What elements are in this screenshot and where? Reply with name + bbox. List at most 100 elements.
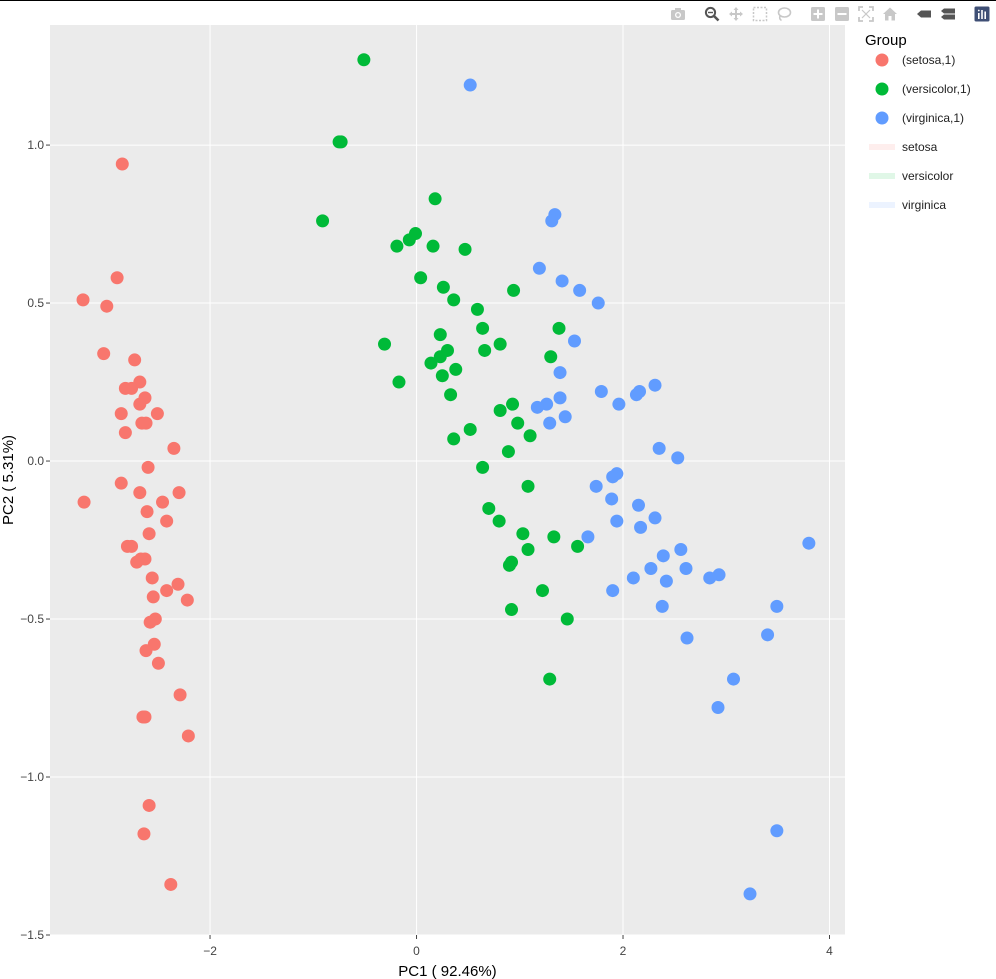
data-point-setosa[interactable] [77,495,91,509]
data-point-setosa[interactable] [167,441,181,455]
data-point-setosa[interactable] [160,584,174,598]
data-point-virginica[interactable] [629,388,643,402]
data-point-virginica[interactable] [770,824,784,838]
box-select-icon[interactable] [750,4,770,24]
data-point-setosa[interactable] [172,486,186,500]
data-point-setosa[interactable] [142,527,156,541]
data-point-versicolor[interactable] [433,350,447,364]
data-point-versicolor[interactable] [316,214,330,228]
data-point-versicolor[interactable] [571,539,585,553]
legend-item-versicolor-marker[interactable]: (versicolor,1) [875,82,971,96]
data-point-virginica[interactable] [680,631,694,645]
data-point-versicolor[interactable] [426,239,440,253]
zoom-out-icon[interactable] [832,4,852,24]
data-point-setosa[interactable] [160,514,174,528]
autoscale-icon[interactable] [856,4,876,24]
hover-compare-icon[interactable] [938,4,958,24]
plotly-logo-icon[interactable] [972,4,992,24]
data-point-virginica[interactable] [553,391,567,405]
data-point-setosa[interactable] [143,615,157,629]
data-point-versicolor[interactable] [476,460,490,474]
data-point-setosa[interactable] [150,407,164,421]
reset-axes-icon[interactable] [880,4,900,24]
legend-item-versicolor-fill[interactable]: versicolor [869,169,953,183]
data-point-versicolor[interactable] [493,337,507,351]
data-point-setosa[interactable] [130,555,144,569]
data-point-virginica[interactable] [567,334,581,348]
legend-item-setosa-marker[interactable]: (setosa,1) [875,53,956,67]
data-point-setosa[interactable] [125,539,139,553]
data-point-virginica[interactable] [644,561,658,575]
data-point-versicolor[interactable] [505,603,519,617]
data-point-virginica[interactable] [648,378,662,392]
data-point-versicolor[interactable] [444,388,458,402]
data-point-setosa[interactable] [141,460,155,474]
data-point-virginica[interactable] [591,296,605,310]
data-point-versicolor[interactable] [447,293,461,307]
data-point-setosa[interactable] [125,381,139,395]
data-point-versicolor[interactable] [478,343,492,357]
data-point-setosa[interactable] [151,656,165,670]
data-point-versicolor[interactable] [447,432,461,446]
data-point-setosa[interactable] [181,729,195,743]
data-point-versicolor[interactable] [334,135,348,149]
data-point-virginica[interactable] [674,543,688,557]
data-point-virginica[interactable] [726,672,740,686]
data-point-versicolor[interactable] [521,479,535,493]
data-point-versicolor[interactable] [463,422,477,436]
data-point-setosa[interactable] [146,590,160,604]
data-point-versicolor[interactable] [543,672,557,686]
data-point-versicolor[interactable] [378,337,392,351]
data-point-virginica[interactable] [761,628,775,642]
data-point-versicolor[interactable] [357,53,371,67]
data-point-versicolor[interactable] [544,350,558,364]
legend-item-virginica-marker[interactable]: (virginica,1) [875,111,965,125]
data-point-virginica[interactable] [743,887,757,901]
data-point-versicolor[interactable] [414,271,428,285]
zoom-icon[interactable] [702,4,722,24]
data-point-versicolor[interactable] [521,543,535,557]
data-point-virginica[interactable] [532,261,546,275]
data-point-versicolor[interactable] [449,362,463,376]
data-point-virginica[interactable] [558,410,572,424]
data-point-virginica[interactable] [632,498,646,512]
data-point-setosa[interactable] [139,644,153,658]
plot-panel[interactable] [50,25,845,935]
data-point-virginica[interactable] [648,511,662,525]
data-point-virginica[interactable] [605,492,619,506]
data-point-virginica[interactable] [659,574,673,588]
data-point-versicolor[interactable] [501,445,515,459]
data-point-setosa[interactable] [128,353,142,367]
data-point-setosa[interactable] [118,426,132,440]
legend-item-virginica-fill[interactable]: virginica [869,198,946,212]
data-point-versicolor[interactable] [560,612,574,626]
data-point-versicolor[interactable] [392,375,406,389]
data-point-versicolor[interactable] [535,584,549,598]
data-point-setosa[interactable] [156,495,170,509]
data-point-setosa[interactable] [133,397,147,411]
data-point-virginica[interactable] [703,571,717,585]
data-point-setosa[interactable] [173,688,187,702]
data-point-virginica[interactable] [553,366,567,380]
data-point-versicolor[interactable] [470,302,484,316]
data-point-setosa[interactable] [164,877,178,891]
data-point-virginica[interactable] [770,599,784,613]
data-point-versicolor[interactable] [493,403,507,417]
data-point-versicolor[interactable] [502,558,516,572]
data-point-setosa[interactable] [114,476,128,490]
data-point-versicolor[interactable] [507,283,521,297]
data-point-virginica[interactable] [634,520,648,534]
data-point-versicolor[interactable] [424,356,438,370]
data-point-setosa[interactable] [114,407,128,421]
data-point-virginica[interactable] [626,571,640,585]
data-point-versicolor[interactable] [435,369,449,383]
data-point-setosa[interactable] [140,505,154,519]
data-point-virginica[interactable] [671,451,685,465]
data-point-setosa[interactable] [100,299,114,313]
data-point-setosa[interactable] [110,271,124,285]
data-point-versicolor[interactable] [436,280,450,294]
data-point-virginica[interactable] [543,416,557,430]
data-point-setosa[interactable] [133,486,147,500]
data-point-setosa[interactable] [76,293,90,307]
data-point-virginica[interactable] [555,274,569,288]
